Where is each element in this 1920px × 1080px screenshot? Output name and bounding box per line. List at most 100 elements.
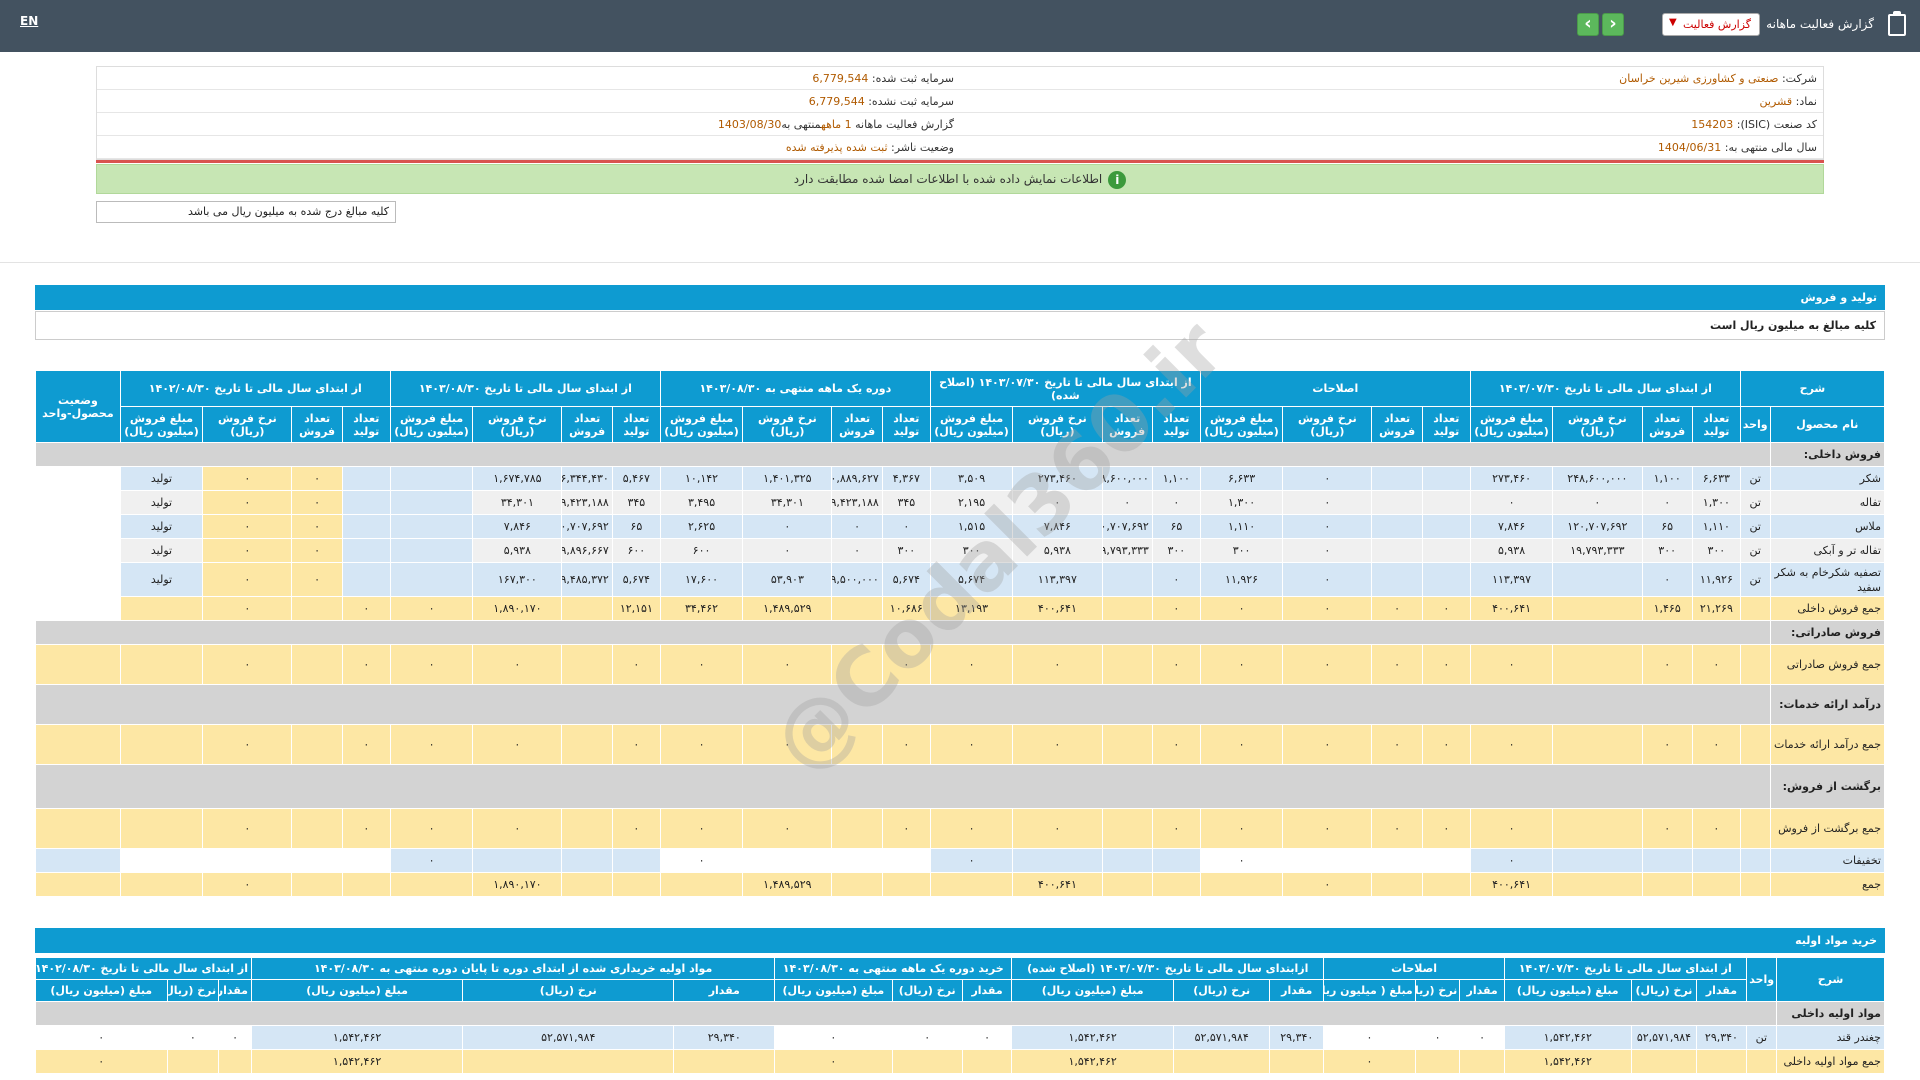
cell-value: ۱,۸۹۰,۱۷۰ — [472, 596, 563, 621]
cell-value: ۱,۸۹۰,۱۷۰ — [472, 872, 563, 897]
report-end-value: 1403/08/30 — [717, 118, 782, 131]
header-rate: نرخ فروش (ریال) — [472, 406, 563, 443]
cell-value — [659, 872, 744, 897]
header-period-4: خرید دوره یک ماهه منتهی به ۱۴۰۳/۰۸/۳۰ — [774, 957, 1013, 980]
cell-value: ۰ — [472, 644, 563, 685]
cell-value — [291, 872, 343, 897]
cell-value: ۱۲۰,۷۰۷,۶۹۲ — [1101, 514, 1153, 539]
cell-value — [1552, 808, 1643, 849]
cell-value — [1641, 848, 1693, 873]
cell-value: ۱۱۳,۳۹۷ — [1469, 562, 1554, 597]
cell-value: ۰ — [166, 1025, 220, 1050]
cell-value: ۴۰۰,۶۴۱ — [1012, 596, 1103, 621]
cell-value: ۰ — [929, 644, 1014, 685]
cell-value: ۰ — [1371, 644, 1423, 685]
empty-cell — [35, 872, 121, 897]
cell-value — [1696, 1049, 1747, 1074]
cell-value: ۰ — [1691, 724, 1741, 765]
cell-value: ۵,۶۷۴ — [611, 562, 661, 597]
cell-value: ۱,۵۴۲,۴۶۲ — [1011, 1049, 1175, 1074]
cell-value: ۰ — [1282, 724, 1373, 765]
cell-value: ۳,۵۰۹ — [929, 466, 1014, 491]
cell-value: ۰ — [1151, 490, 1201, 515]
cell-value: ۵۲,۵۷۱,۹۸۴ — [1173, 1025, 1271, 1050]
total-services-row: جمع درآمد ارائه خدمات ۰ ۰ ۰ ۰ ۰ ۰ ۰ ۰ ۰ ۰ ۰ ۰ ۰ ۰ ۰ ۰ ۰ ۰ — [35, 724, 1886, 765]
header-qty: مقدار — [1269, 979, 1325, 1002]
empty-cell — [1739, 724, 1771, 765]
header-prod: تعداد تولید — [1421, 406, 1471, 443]
section-domestic-sales-label: فروش داخلی: — [1769, 442, 1886, 467]
cell-value: ۱,۶۷۴,۷۸۵ — [472, 466, 563, 491]
cell-value: ۲۹,۳۴۰ — [1696, 1025, 1747, 1050]
section-fill — [34, 1001, 1778, 1026]
table-row: تفاله تر و آبکی تن ۳۰۰ ۳۰۰ ۱۹,۷۹۳,۳۳۳ ۵,۹۳۸ ۰ ۳… — [36, 538, 1886, 563]
cell-value: ۶۰۰ — [611, 538, 661, 563]
cell-value: ۳۰۰ — [881, 538, 931, 563]
cell-value: ۱,۴۰۱,۳۲۵ — [742, 466, 833, 491]
cell-value — [1371, 872, 1423, 897]
cell-value: ۱۳,۱۹۳ — [929, 596, 1014, 621]
prev-report-button[interactable]: ‹ — [1577, 13, 1599, 36]
cell-value: ۳۲۰,۸۸۹,۶۲۷ — [831, 466, 883, 491]
symbol-value[interactable]: قشرین — [1759, 95, 1793, 108]
cell-value — [291, 848, 343, 873]
divider-line — [96, 160, 1824, 163]
cell-value: ۰ — [202, 538, 293, 563]
isic-label: کد صنعت (ISIC): — [1736, 118, 1817, 131]
sales-header-groups: شرح از ابتدای سال مالی تا تاریخ ۱۴۰۳/۰۷/۳… — [35, 370, 1886, 443]
cell-value: ۱۱,۹۲۶ — [1691, 562, 1741, 597]
cell-value — [341, 538, 391, 563]
header-period-2: اصلاحات — [1199, 370, 1471, 407]
product-unit: تن — [1739, 466, 1771, 491]
cell-value: ۰ — [1199, 848, 1284, 873]
table-row: تصفیه شکرخام به شکر سفید تن ۱۱,۹۲۶ ۰ ۱۱۳,۳۹۷… — [36, 562, 1886, 597]
cell-value: ۰ — [774, 1025, 893, 1050]
info-icon: i — [1108, 170, 1127, 189]
next-report-button[interactable]: › — [1602, 13, 1624, 36]
header-rate: نرخ (ریال) — [462, 979, 675, 1002]
total-services-row-label: جمع درآمد ارائه خدمات — [1769, 724, 1886, 765]
cell-value: ۰ — [881, 808, 931, 849]
header-unit: واحد — [1745, 957, 1778, 1002]
cell-value — [1101, 596, 1153, 621]
cell-value: ۰ — [1012, 808, 1103, 849]
cell-value: ۰ — [659, 644, 744, 685]
cell-value: ۱,۵۴۲,۴۶۲ — [1011, 1025, 1175, 1050]
empty-cell — [35, 644, 121, 685]
cell-value: ۰ — [291, 538, 343, 563]
cell-value: ۰ — [1421, 808, 1471, 849]
cell-value — [831, 596, 883, 621]
product-status: تولید — [119, 562, 204, 597]
section-returns-label: برگشت از فروش: — [1769, 764, 1886, 809]
cell-value — [1173, 1049, 1271, 1074]
cell-value: ۱,۵۴۲,۴۶۲ — [1503, 1049, 1632, 1074]
cell-value — [1371, 562, 1423, 597]
report-type-select[interactable]: ▼ گزارش فعالیت — [1662, 13, 1760, 36]
header-qty: مقدار — [1696, 979, 1747, 1002]
cell-value: ۰ — [341, 644, 391, 685]
cell-value: ۰ — [742, 808, 833, 849]
cell-value — [961, 1049, 1013, 1074]
cell-value — [1199, 872, 1284, 897]
cell-value — [341, 562, 391, 597]
cell-value: ۳۰۰ — [1151, 538, 1201, 563]
cell-value: ۲۹,۴۸۵,۳۷۲ — [561, 562, 613, 597]
header-amount: مبلغ (میلیون ریال) — [1011, 979, 1175, 1002]
cell-value — [1552, 872, 1643, 897]
cell-value: ۰ — [1552, 490, 1643, 515]
cell-value: ۰ — [831, 514, 883, 539]
cell-value — [1691, 872, 1741, 897]
header-amount: مبلغ (میلیون ریال) — [35, 979, 168, 1002]
cell-value — [341, 514, 391, 539]
header-sold: تعداد فروش — [561, 406, 613, 443]
unregistered-capital-value: 6,779,544 — [808, 95, 865, 108]
cell-value: ۱۲۰,۷۰۷,۶۹۲ — [561, 514, 613, 539]
cell-value: ۳۰۶,۳۴۴,۴۳۰ — [561, 466, 613, 491]
product-status: تولید — [119, 538, 204, 563]
cell-value: ۰ — [1641, 562, 1693, 597]
cell-value: ۵,۹۳۸ — [472, 538, 563, 563]
empty-cell — [35, 724, 121, 765]
language-toggle[interactable]: EN — [20, 14, 39, 28]
cell-value: ۱,۵۴۲,۴۶۲ — [250, 1025, 464, 1050]
cell-value: ۹۹,۴۲۳,۱۸۸ — [561, 490, 613, 515]
